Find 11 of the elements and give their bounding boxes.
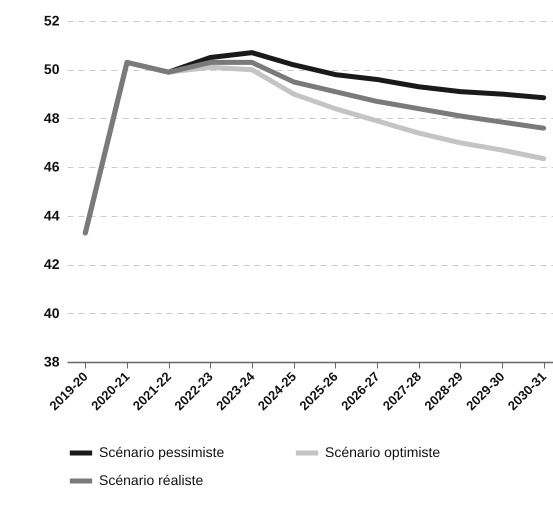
y-tick-label: 40 [44, 304, 60, 321]
y-tick-label: 50 [44, 61, 60, 78]
legend-label: Scénario réaliste [99, 472, 204, 488]
y-tick-label: 48 [44, 110, 60, 126]
legend-label: Scénario pessimiste [99, 444, 224, 460]
y-tick-label: 44 [44, 207, 60, 224]
legend-label: Scénario optimiste [325, 444, 440, 460]
y-tick-label: 52 [44, 12, 60, 28]
y-tick-label: 38 [44, 354, 60, 370]
y-tick-label: 42 [44, 256, 60, 272]
y-tick-label: 46 [44, 158, 60, 175]
